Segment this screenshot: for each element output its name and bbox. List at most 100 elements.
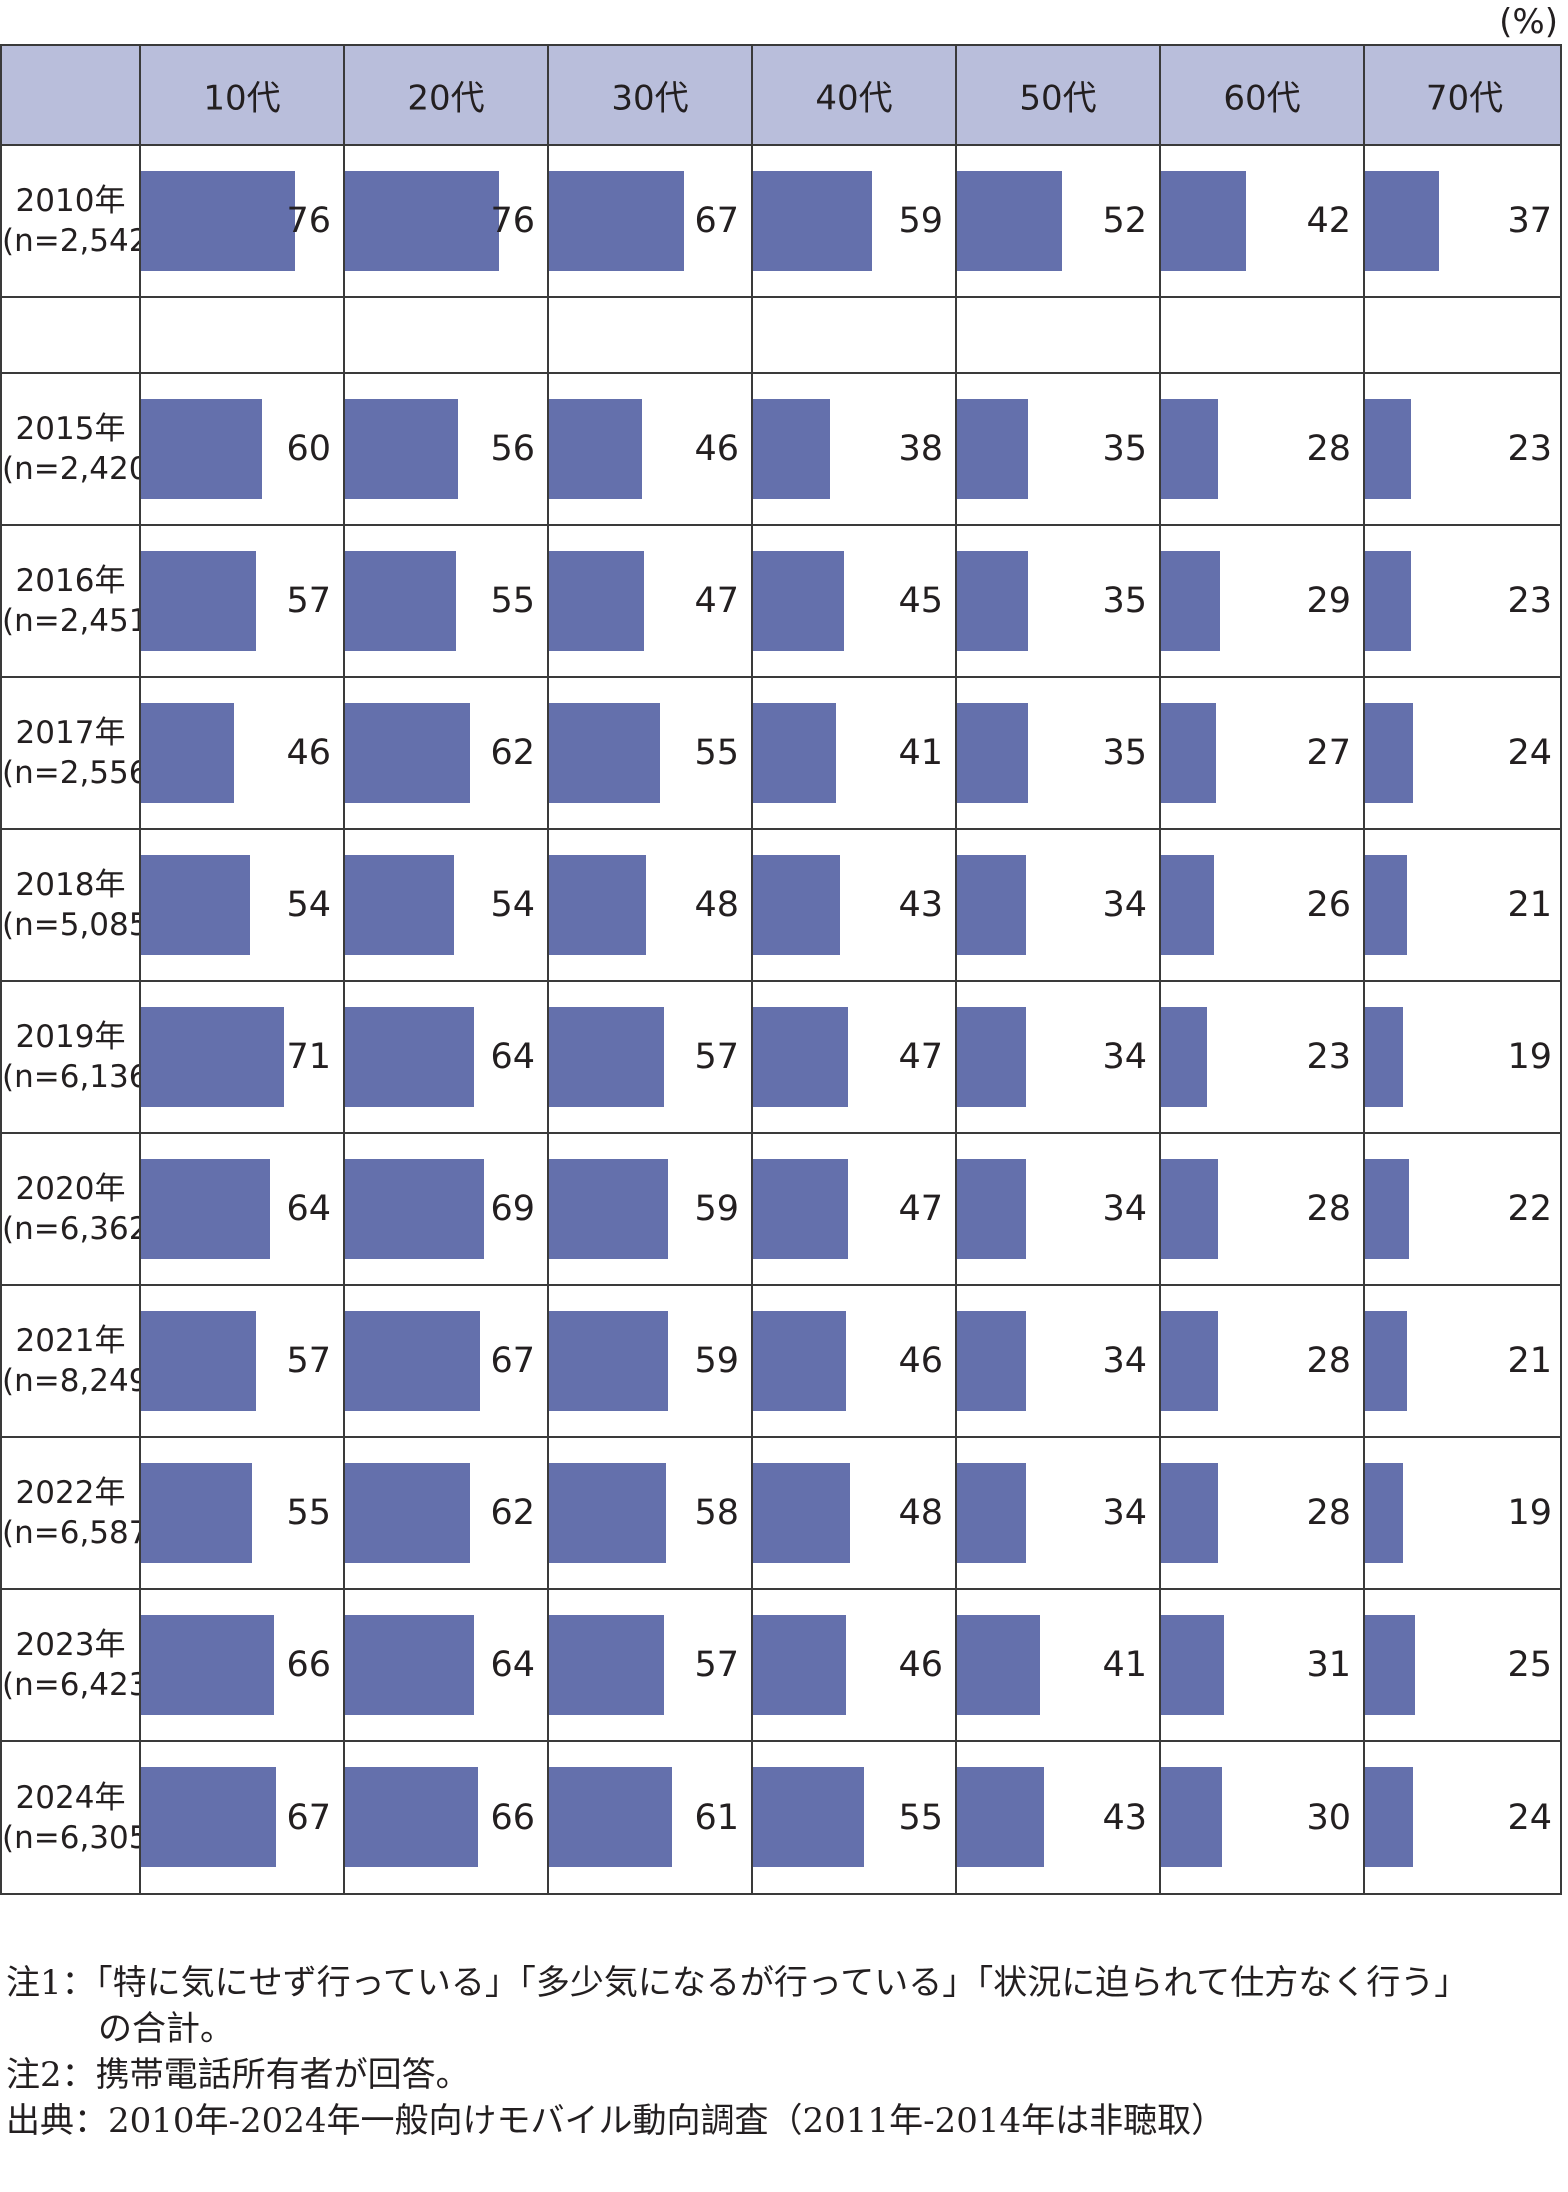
value-label: 34 — [1102, 1189, 1147, 1229]
value-cell: 55 — [547, 678, 751, 828]
value-label: 22 — [1507, 1189, 1552, 1229]
value-cell: 28 — [1159, 1134, 1363, 1284]
bar — [753, 171, 872, 271]
value-label: 55 — [898, 1798, 943, 1838]
table-row-blank — [2, 298, 1560, 374]
year-label: 2015年 (n=2,420) — [2, 409, 161, 489]
value-label: 57 — [286, 1341, 331, 1381]
value-cell: 38 — [751, 374, 955, 524]
year-cell: 2018年 (n=5,085) — [2, 830, 161, 980]
year-cell: 2021年 (n=8,249) — [2, 1286, 161, 1436]
year-text: 2010年 — [15, 183, 126, 219]
value-label: 34 — [1102, 1493, 1147, 1533]
age-column-label: 20代 — [407, 78, 485, 119]
table-row: 2019年 (n=6,136) 71 64 57 47 34 23 19 — [2, 982, 1560, 1134]
bar — [957, 399, 1028, 499]
value-cell: 57 — [547, 1590, 751, 1740]
value-cell: 25 — [1363, 1590, 1564, 1740]
age-column-label: 40代 — [815, 78, 893, 119]
value-label: 24 — [1507, 1798, 1552, 1838]
value-label: 52 — [1102, 201, 1147, 241]
bar — [345, 855, 454, 955]
value-label: 19 — [1507, 1037, 1552, 1077]
year-label: 2021年 (n=8,249) — [2, 1321, 161, 1401]
value-cell: 64 — [343, 1590, 547, 1740]
note-1-line-1: 注1：「特に気にせず行っている」「多少気になるが行っている」「状況に迫られて仕方… — [6, 1963, 1469, 2003]
bar — [1365, 1463, 1403, 1563]
value-label: 55 — [490, 581, 535, 621]
value-cell: 23 — [1159, 982, 1363, 1132]
bar — [753, 855, 840, 955]
value-label: 61 — [694, 1798, 739, 1838]
value-label: 34 — [1102, 885, 1147, 925]
year-text: 2015年 — [15, 411, 126, 447]
value-cell: 41 — [751, 678, 955, 828]
value-cell: 43 — [955, 1742, 1159, 1894]
bar — [345, 1311, 480, 1411]
bar — [753, 551, 844, 651]
bar — [141, 1767, 276, 1867]
value-cell: 43 — [751, 830, 955, 980]
bar — [1365, 855, 1407, 955]
sample-size-text: (n=5,085) — [2, 907, 161, 943]
bar — [753, 1311, 846, 1411]
bar — [549, 855, 646, 955]
value-label: 58 — [694, 1493, 739, 1533]
year-text: 2022年 — [15, 1475, 126, 1511]
year-cell: 2022年 (n=6,587) — [2, 1438, 161, 1588]
year-cell: 2010年 (n=2,542) — [2, 146, 161, 296]
value-cell: 59 — [751, 146, 955, 296]
header-cell: 50代 — [955, 46, 1159, 144]
bar — [345, 1463, 470, 1563]
value-label: 57 — [694, 1037, 739, 1077]
value-label: 26 — [1306, 885, 1351, 925]
age-column-label: 50代 — [1019, 78, 1097, 119]
value-cell: 21 — [1363, 1286, 1564, 1436]
value-cell: 69 — [343, 1134, 547, 1284]
notes: 注1：「特に気にせず行っている」「多少気になるが行っている」「状況に迫られて仕方… — [6, 1960, 1562, 2144]
value-label: 35 — [1102, 581, 1147, 621]
value-cell: 57 — [139, 1286, 343, 1436]
value-label: 66 — [490, 1798, 535, 1838]
bar — [345, 171, 499, 271]
value-cell: 67 — [139, 1742, 343, 1894]
value-cell: 76 — [139, 146, 343, 296]
age-column-label: 70代 — [1425, 78, 1504, 119]
value-label: 23 — [1507, 429, 1552, 469]
value-label: 54 — [286, 885, 331, 925]
value-cell: 61 — [547, 1742, 751, 1894]
value-cell: 55 — [139, 1438, 343, 1588]
value-label: 43 — [898, 885, 943, 925]
value-label: 47 — [898, 1189, 943, 1229]
bar — [753, 1767, 864, 1867]
value-cell — [751, 298, 955, 372]
data-table: 10代 20代 30代 40代 50代 60代 70代 2010年 (n=2,542) 76 76 6… — [0, 44, 1562, 1895]
bar — [141, 1311, 256, 1411]
age-column-label: 10代 — [203, 78, 281, 119]
bar — [549, 1463, 666, 1563]
sample-size-text: (n=2,556) — [2, 755, 161, 791]
value-cell: 28 — [1159, 1286, 1363, 1436]
value-label: 47 — [898, 1037, 943, 1077]
bar — [1365, 1615, 1415, 1715]
year-cell — [2, 298, 139, 372]
value-cell: 23 — [1363, 526, 1564, 676]
table-row: 2016年 (n=2,451) 57 55 47 45 35 29 23 — [2, 526, 1560, 678]
bar — [1161, 703, 1216, 803]
bar — [1365, 703, 1413, 803]
value-cell: 55 — [343, 526, 547, 676]
value-cell: 19 — [1363, 1438, 1564, 1588]
value-cell: 64 — [139, 1134, 343, 1284]
value-label: 24 — [1507, 733, 1552, 773]
value-cell: 34 — [955, 1438, 1159, 1588]
sample-size-text: (n=6,305) — [2, 1820, 161, 1856]
bar — [957, 1767, 1044, 1867]
value-cell — [343, 298, 547, 372]
bar — [957, 1463, 1026, 1563]
bar — [957, 703, 1028, 803]
year-cell: 2017年 (n=2,556) — [2, 678, 161, 828]
bar — [549, 171, 684, 271]
bar — [1161, 1463, 1218, 1563]
value-cell: 28 — [1159, 1438, 1363, 1588]
bar — [1161, 1007, 1207, 1107]
